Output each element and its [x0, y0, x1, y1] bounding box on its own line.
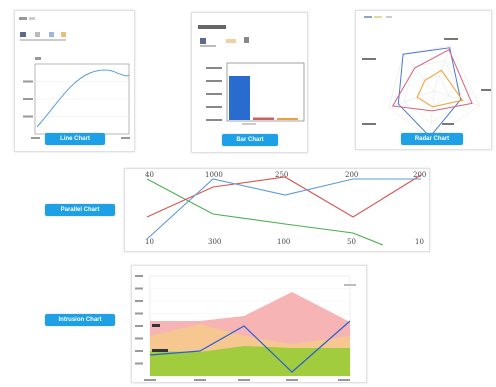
parallel-top-value: 40 [145, 171, 154, 179]
radar-series-blue [397, 47, 462, 138]
parallel-chart-button[interactable]: Parallel Chart [45, 204, 115, 216]
intrusion-y-axis [135, 275, 143, 365]
line-chart-panel: Line Chart [14, 10, 135, 152]
magnifier-icon[interactable] [244, 37, 249, 43]
bar-chart-y-ticks [206, 67, 222, 121]
intrusion-y-tick [135, 325, 143, 327]
bar-chart-y-tick [206, 80, 222, 82]
bar-chart-y-tick [206, 67, 222, 69]
line-chart-button[interactable]: Line Chart [45, 133, 105, 145]
line-chart-x-tick [121, 137, 130, 139]
intrusion-y-tick [135, 287, 143, 290]
intrusion-y-tick [135, 362, 143, 365]
line-chart-y-tick [23, 80, 33, 83]
intrusion-chart-svg [135, 275, 356, 381]
parallel-bottom-value: 10 [415, 238, 424, 246]
intrusion-band-label [152, 324, 160, 327]
line-chart-series [36, 69, 130, 128]
intrusion-y-tick [135, 312, 143, 315]
parallel-chart-svg: 40 1000 250 200 200 10 300 100 50 10 [145, 171, 426, 246]
line-chart-x-tick [31, 137, 40, 139]
radar-spoke [429, 90, 435, 139]
intrusion-area-green [150, 346, 350, 376]
lasso-tool-icon[interactable] [35, 32, 40, 37]
radar-spoke [402, 54, 435, 92]
restore-icon[interactable] [61, 32, 66, 37]
bar-chart-plot-area [226, 62, 305, 122]
radar-legend-item[interactable] [364, 16, 372, 18]
line-chart-gridlines [23, 80, 130, 139]
bar-chart-panel: Bar Chart [191, 12, 308, 153]
radar-axis-label [362, 123, 376, 125]
intrusion-x-tick [144, 379, 156, 381]
bar-chart-y-tick [206, 93, 222, 95]
line-chart-svg [19, 17, 130, 139]
bar-chart-y-tick [206, 119, 222, 121]
legend-swatch[interactable] [226, 39, 236, 43]
bar-chart-x-caption [242, 123, 256, 125]
parallel-bottom-value: 300 [208, 238, 221, 246]
parallel-bottom-value: 10 [145, 238, 154, 246]
intrusion-band-label [152, 349, 168, 352]
intrusion-chart-button[interactable]: Intrusion Chart [45, 314, 115, 326]
parallel-bottom-value: 50 [347, 238, 356, 246]
radar-axis-label [362, 58, 376, 60]
radar-legend-item[interactable] [374, 16, 382, 18]
parallel-bottom-value: 100 [277, 238, 290, 246]
bar-chart-y-tick [206, 106, 222, 108]
radar-series-orange [416, 69, 464, 108]
radar-axis-label [442, 123, 454, 125]
radar-axis-label [481, 89, 491, 91]
intrusion-chart-panel [131, 265, 367, 383]
bar-chart-bar [277, 118, 298, 120]
radar-axis-label [444, 38, 458, 40]
radar-chart-button[interactable]: Radar Chart [401, 133, 463, 145]
intrusion-x-tick [338, 379, 350, 381]
radar-spoke [433, 45, 451, 92]
intrusion-x-tick [286, 379, 298, 381]
intrusion-y-tick [135, 300, 143, 302]
line-chart-y-tick [23, 98, 33, 100]
parallel-series-green [146, 178, 384, 246]
line-chart-y-tick [23, 115, 33, 118]
bar-chart-bar [253, 117, 274, 120]
intrusion-y-tick [135, 275, 143, 277]
bar-chart-svg [198, 25, 305, 125]
radar-spoke [388, 90, 435, 108]
bar-chart-toolbar-caption [200, 45, 216, 47]
parallel-top-value: 200 [413, 171, 426, 179]
intrusion-y-tick [135, 350, 143, 352]
line-chart-toolbar-caption [20, 39, 66, 41]
bar-chart-title-placeholder [198, 25, 226, 29]
bar-chart-toggle-icon[interactable] [200, 38, 206, 44]
line-chart-title-placeholder-2 [29, 17, 35, 20]
parallel-top-value: 250 [275, 171, 288, 179]
parallel-series-blue [146, 178, 421, 240]
intrusion-x-axis [144, 379, 350, 381]
data-zoom-icon[interactable] [49, 32, 54, 37]
line-chart-axis-caption [35, 57, 41, 60]
intrusion-y-tick [135, 337, 143, 340]
parallel-chart-panel: 40 1000 250 200 200 10 300 100 50 10 [124, 168, 430, 252]
bar-chart-bars [229, 76, 298, 125]
parallel-top-value: 200 [345, 171, 358, 179]
radar-chart-panel: Radar Chart [355, 10, 492, 150]
radar-legend-item[interactable] [386, 16, 392, 18]
bar-chart-bar [229, 76, 250, 120]
line-chart-title-placeholder [19, 17, 27, 20]
parallel-top-value: 1000 [205, 171, 223, 179]
bar-chart-button[interactable]: Bar Chart [222, 134, 278, 146]
intrusion-x-tick [194, 379, 206, 381]
radar-series-red [391, 49, 473, 112]
intrusion-x-tick [238, 379, 250, 381]
radar-web-ring [418, 75, 450, 108]
intrusion-series-blue [149, 320, 351, 373]
bar-chart-toggle-icon[interactable] [20, 32, 26, 37]
parallel-series-red [146, 174, 422, 218]
radar-chart-svg [362, 16, 491, 140]
